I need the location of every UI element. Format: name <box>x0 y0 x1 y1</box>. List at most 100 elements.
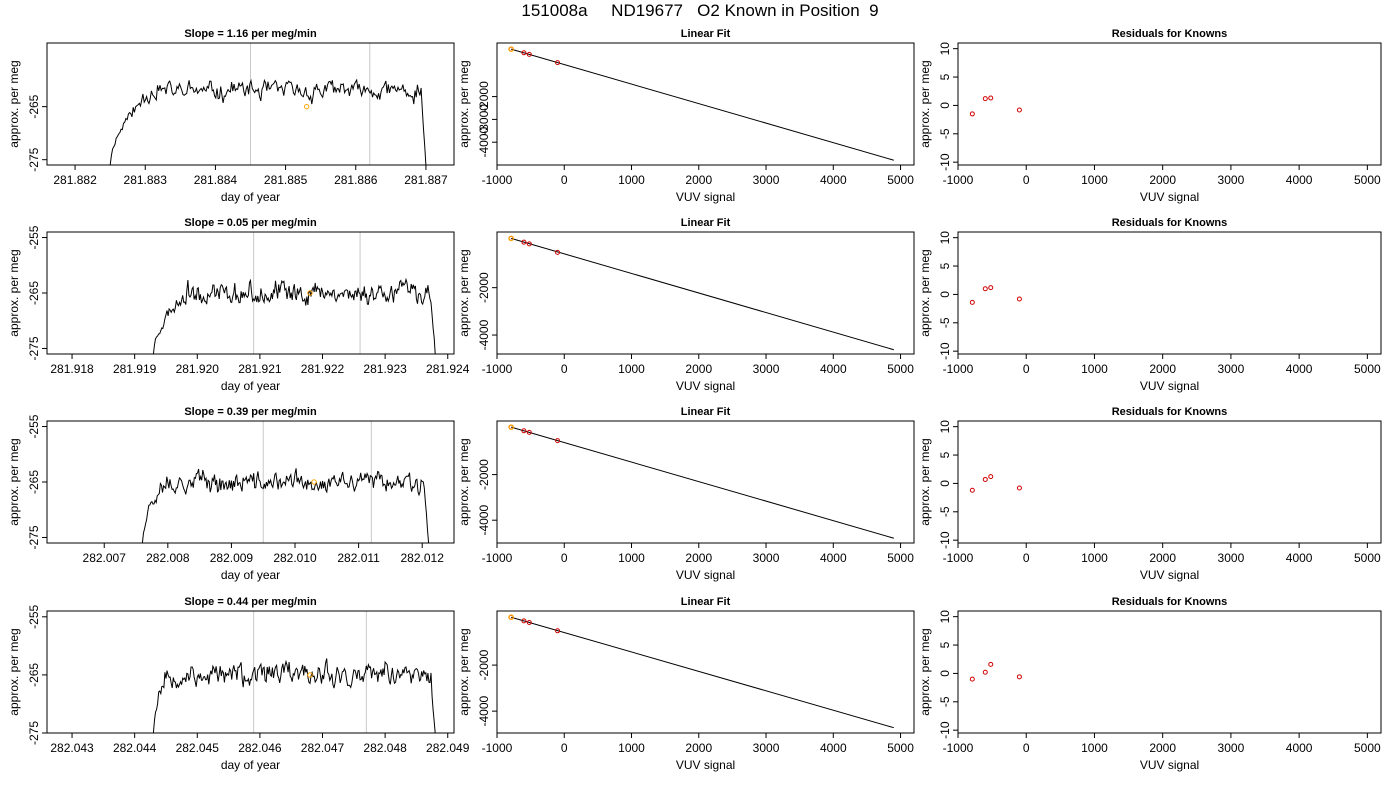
x-axis-label: day of year <box>221 190 280 204</box>
data-point <box>988 474 994 480</box>
x-tick-label: 281.921 <box>238 362 282 376</box>
plot-frame <box>957 610 1382 734</box>
panel-1-2: Linear Fit -1000 0 1000 2000 3000 4000 5000 -200… <box>457 28 915 204</box>
x-tick-label: 4000 <box>1286 173 1313 187</box>
y-axis-label: approx. per meg <box>918 628 932 715</box>
y-tick-label: -265 <box>27 663 41 687</box>
y-axis-label: approx. per meg <box>457 60 471 147</box>
data-point <box>555 438 561 444</box>
x-tick-label: 282.046 <box>238 741 282 755</box>
x-tick-label: 4000 <box>820 741 847 755</box>
y-tick-label: -275 <box>27 147 41 171</box>
x-tick-label: 4000 <box>820 173 847 187</box>
x-tick-label: 5000 <box>887 551 914 565</box>
data-point <box>521 428 527 434</box>
y-tick-label: 5 <box>938 262 952 269</box>
data-point <box>555 249 561 255</box>
y-tick-label: -4000 <box>477 127 491 158</box>
signal-trace <box>141 468 430 543</box>
data-point <box>982 669 988 675</box>
y-tick-label: -2000 <box>477 459 491 490</box>
x-axis-label: day of year <box>221 568 280 582</box>
x-tick-label: 281.920 <box>176 362 220 376</box>
panel-title: Linear Fit <box>681 28 731 40</box>
y-axis-label: approx. per meg <box>457 249 471 336</box>
x-axis-label: VUV signal <box>676 758 735 772</box>
y-tick-label: -2000 <box>477 649 491 680</box>
panel-2-1: Slope = 0.05 per meg/min 281.918 281.919 28… <box>7 217 470 393</box>
y-tick-label: -5 <box>938 128 952 139</box>
x-tick-label: 4000 <box>1286 741 1313 755</box>
data-point <box>969 676 975 682</box>
x-tick-label: 281.886 <box>334 173 378 187</box>
plot-area <box>152 611 436 733</box>
x-tick-label: 281.919 <box>113 362 157 376</box>
x-tick-label: 0 <box>561 741 568 755</box>
x-tick-label: 281.884 <box>194 173 238 187</box>
plot-frame <box>496 610 915 734</box>
panel-title: Residuals for Knowns <box>1112 28 1228 40</box>
x-tick-label: 3000 <box>753 362 780 376</box>
x-tick-label: 3000 <box>753 741 780 755</box>
x-tick-label: 1000 <box>618 173 645 187</box>
x-tick-label: 3000 <box>1218 362 1245 376</box>
x-tick-label: 1000 <box>1081 173 1108 187</box>
x-tick-label: 4000 <box>820 551 847 565</box>
panel-4-1: Slope = 0.44 per meg/min 282.043 282.044 28… <box>7 596 470 772</box>
plot-frame <box>46 420 455 544</box>
x-tick-label: -1000 <box>482 741 513 755</box>
x-tick-label: 0 <box>1023 362 1030 376</box>
x-tick-label: 282.011 <box>337 551 380 565</box>
panel-title: Linear Fit <box>681 406 731 418</box>
panel-title: Linear Fit <box>681 217 731 229</box>
fit-line <box>510 48 894 161</box>
plot-area <box>508 424 894 539</box>
x-tick-label: 4000 <box>1286 551 1313 565</box>
x-tick-label: 1000 <box>618 362 645 376</box>
y-tick-label: 5 <box>938 73 952 80</box>
x-tick-label: 0 <box>561 362 568 376</box>
known-marker <box>311 479 317 485</box>
y-tick-label: -5 <box>938 506 952 517</box>
plot-frame <box>496 231 915 355</box>
y-tick-label: 10 <box>938 610 952 624</box>
x-tick-label: 282.047 <box>301 741 345 755</box>
y-tick-label: -4000 <box>477 319 491 350</box>
panel-title: Slope = 0.05 per meg/min <box>184 217 317 229</box>
x-axis-label: day of year <box>221 379 280 393</box>
x-tick-label: 0 <box>561 551 568 565</box>
y-tick-label: 0 <box>938 291 952 298</box>
x-tick-label: 2000 <box>1149 173 1176 187</box>
x-tick-label: 3000 <box>1218 741 1245 755</box>
x-tick-label: 281.882 <box>53 173 97 187</box>
signal-trace <box>109 78 427 165</box>
x-tick-label: 2000 <box>685 173 712 187</box>
x-axis-label: VUV signal <box>1140 568 1199 582</box>
y-tick-label: -10 <box>938 531 952 549</box>
x-tick-label: 5000 <box>1354 173 1381 187</box>
y-tick-label: -275 <box>27 525 41 549</box>
x-tick-label: 2000 <box>1149 362 1176 376</box>
panel-1-3: Residuals for Knowns -1000 0 1000 2000 3000 40… <box>918 28 1382 204</box>
plot-area <box>141 421 430 543</box>
y-tick-label: -275 <box>27 721 41 745</box>
x-axis-label: VUV signal <box>1140 758 1199 772</box>
y-axis-label: approx. per meg <box>918 60 932 147</box>
fit-line <box>510 616 894 729</box>
plot-frame <box>957 231 1382 355</box>
data-point <box>1016 296 1022 302</box>
x-tick-label: -1000 <box>482 362 513 376</box>
y-axis-label: approx. per meg <box>7 60 21 147</box>
x-tick-label: -1000 <box>482 551 513 565</box>
y-axis-label: approx. per meg <box>918 438 932 525</box>
plot-area <box>508 614 894 729</box>
x-tick-label: 1000 <box>1081 551 1108 565</box>
x-tick-label: 4000 <box>820 362 847 376</box>
known-marker <box>508 46 514 52</box>
panel-4-2: Linear Fit -1000 0 1000 2000 3000 4000 5000 -200… <box>457 596 915 772</box>
y-tick-label: -10 <box>938 721 952 739</box>
fit-line <box>510 426 894 539</box>
x-tick-label: 5000 <box>887 173 914 187</box>
y-tick-label: 5 <box>938 641 952 648</box>
plot-area <box>508 235 894 351</box>
